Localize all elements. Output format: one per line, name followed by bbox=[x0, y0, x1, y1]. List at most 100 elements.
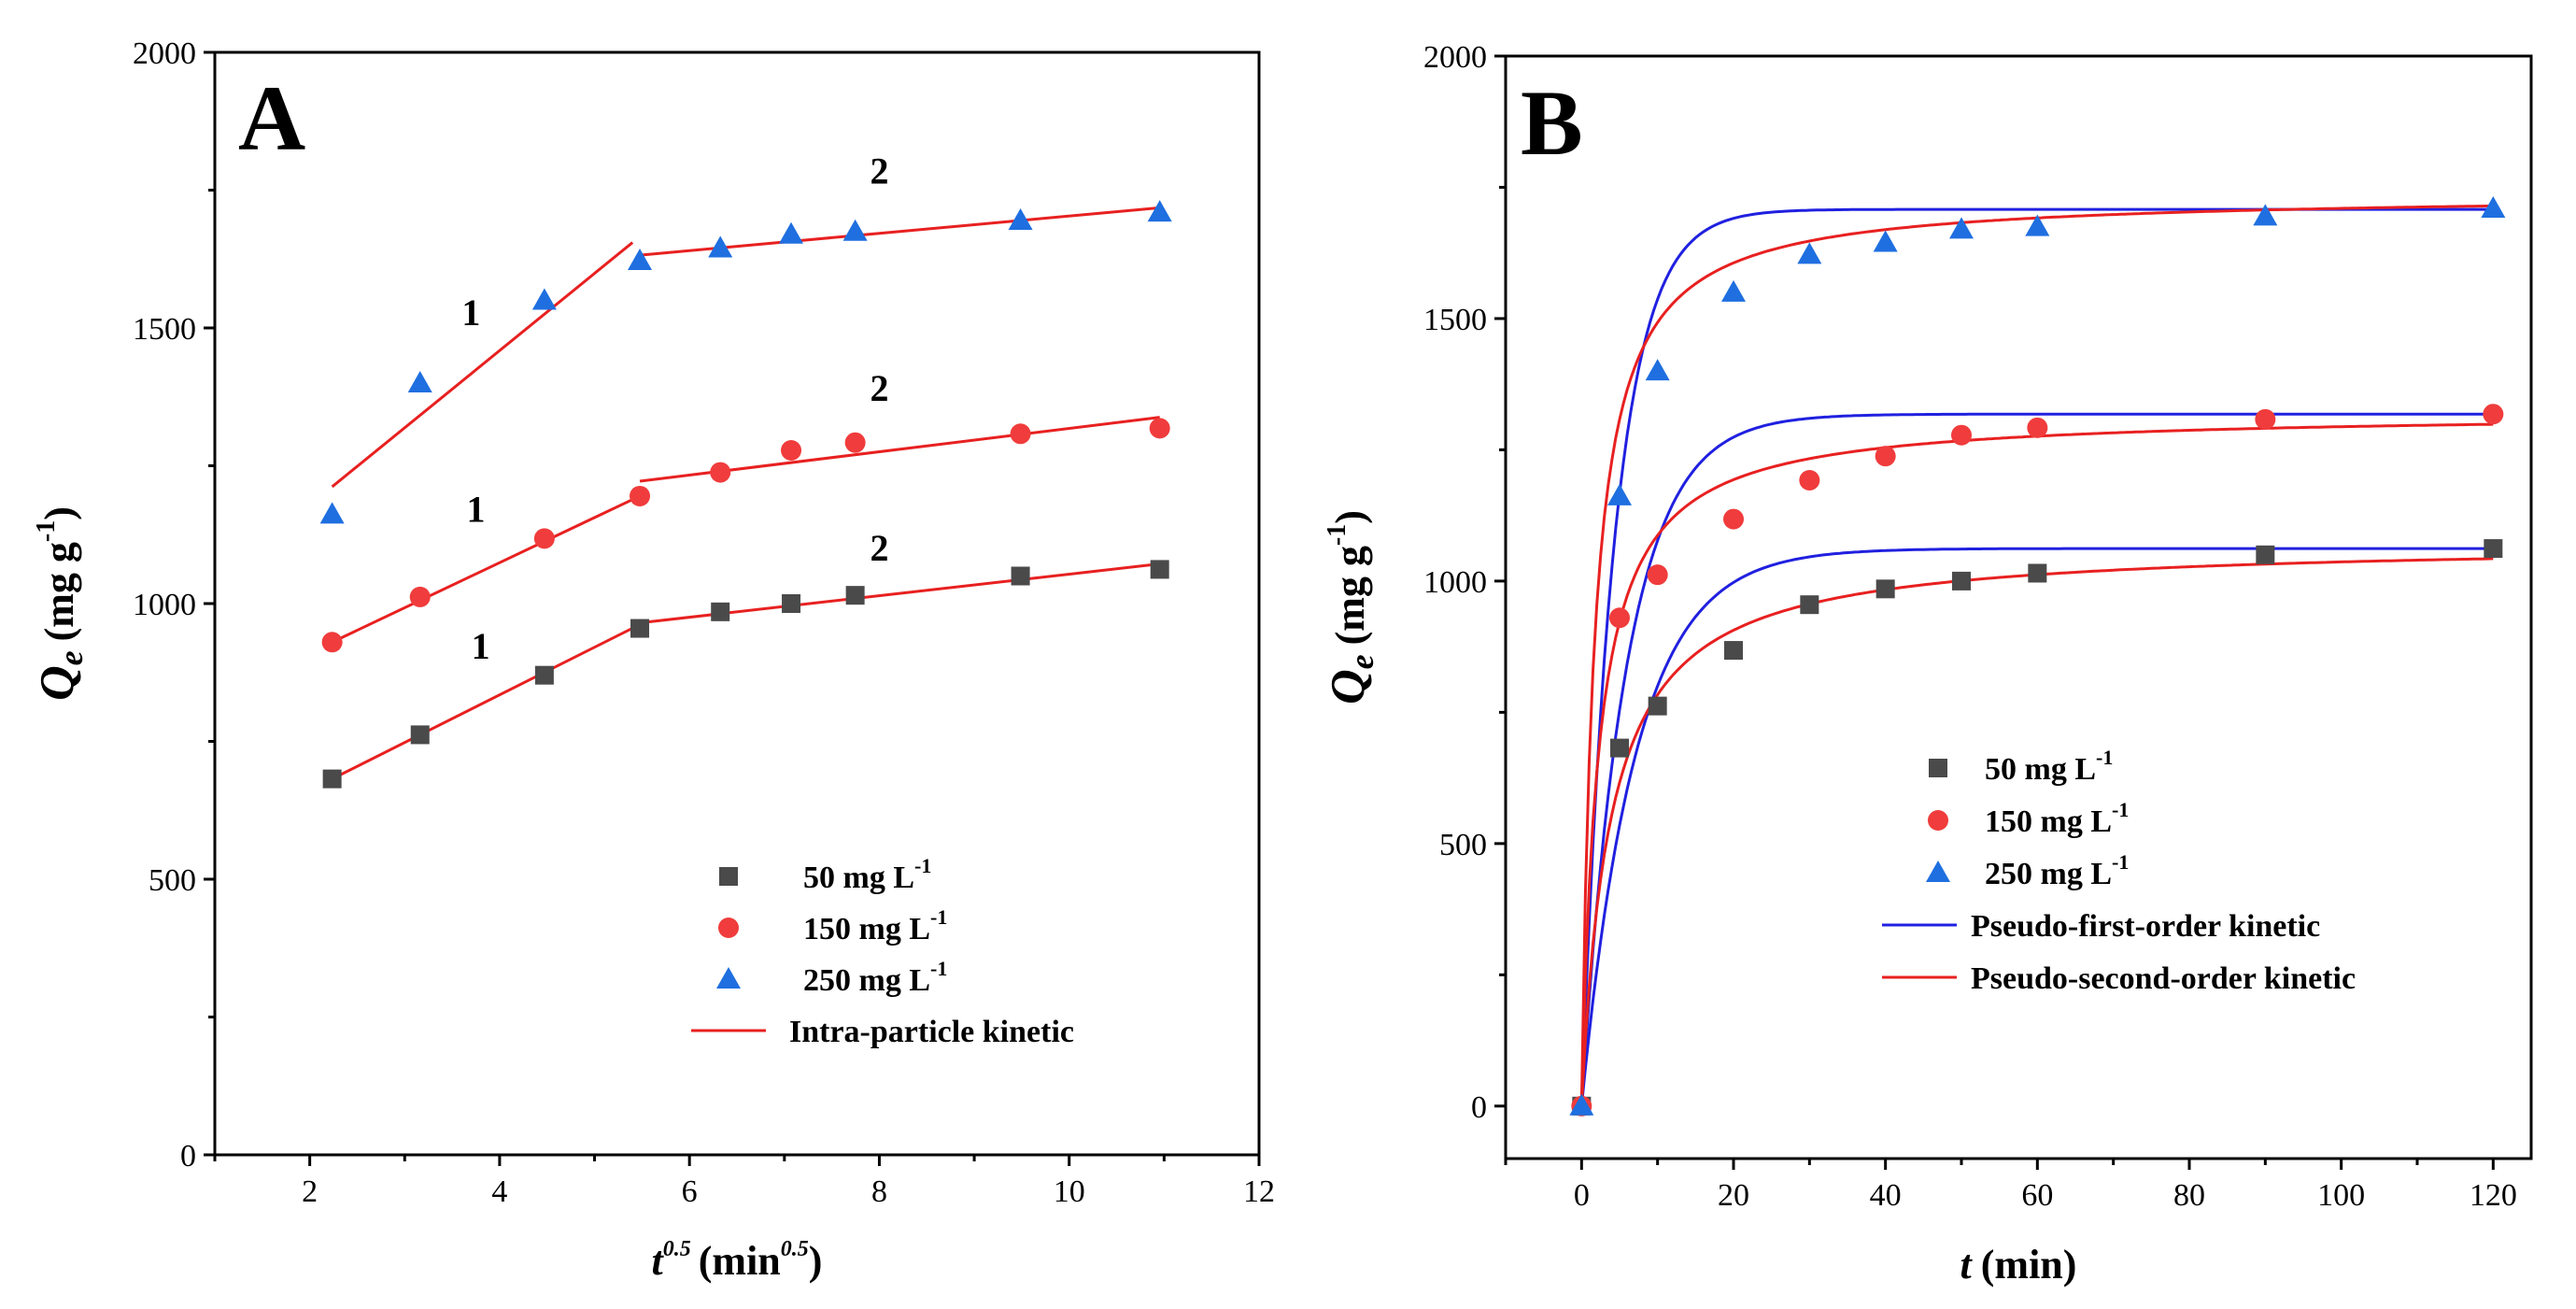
y-label-sub: e bbox=[1343, 654, 1380, 669]
legend-label-text: Pseudo-second-order kinetic bbox=[1971, 961, 2356, 996]
segment-label: 1 bbox=[467, 489, 486, 531]
x-tick-label: 40 bbox=[1870, 1178, 1902, 1213]
x-axis-label: t0.5 (min0.5) bbox=[652, 1237, 823, 1284]
legend-label-text: 250 mg L bbox=[1985, 857, 2112, 891]
y-axis-label: Qe (mg g-1) bbox=[31, 506, 90, 701]
legend-marker bbox=[718, 918, 739, 938]
legend-marker bbox=[1928, 810, 1948, 831]
data-point bbox=[708, 235, 733, 258]
y-tick-label: 1500 bbox=[133, 312, 196, 347]
x-tick-label: 120 bbox=[2470, 1178, 2517, 1213]
y-tick-label: 1000 bbox=[133, 588, 196, 622]
data-point bbox=[407, 371, 432, 392]
data-point bbox=[1723, 508, 1744, 530]
data-point bbox=[2255, 408, 2276, 430]
x-tick-label: 20 bbox=[1718, 1178, 1749, 1213]
legend-label-text: 50 mg L bbox=[1985, 752, 2096, 787]
x-tick-label: 60 bbox=[2021, 1178, 2053, 1213]
y-label-unit: (mg g bbox=[36, 542, 82, 641]
legend-label: 50 mg L-1 bbox=[1985, 746, 2113, 787]
data-point bbox=[1147, 200, 1172, 222]
legend-label: 250 mg L-1 bbox=[1985, 850, 2129, 891]
x-tick-label: 8 bbox=[871, 1174, 887, 1209]
data-point bbox=[630, 485, 651, 506]
legend-marker bbox=[1926, 861, 1950, 882]
x-tick-label: 4 bbox=[491, 1174, 507, 1209]
legend-marker bbox=[1929, 759, 1947, 777]
y-tick-label: 2000 bbox=[1423, 40, 1487, 75]
legend-label: 150 mg L-1 bbox=[1985, 798, 2129, 839]
data-point bbox=[2253, 204, 2278, 226]
data-point bbox=[410, 725, 430, 745]
data-point bbox=[1648, 696, 1667, 716]
legend-label-sup: -1 bbox=[2096, 746, 2113, 769]
legend-label: 150 mg L-1 bbox=[803, 905, 947, 946]
x-axis-label: t (min) bbox=[1960, 1242, 2077, 1288]
legend-label-text: Pseudo-first-order kinetic bbox=[1971, 909, 2320, 944]
data-point bbox=[319, 502, 345, 524]
data-point bbox=[1873, 230, 1898, 252]
data-point bbox=[1951, 424, 1972, 446]
intra-particle-fit-line bbox=[331, 494, 641, 644]
panel-letter-a: A bbox=[238, 66, 305, 170]
data-point bbox=[1149, 418, 1170, 439]
legend-label: 50 mg L-1 bbox=[803, 854, 931, 895]
x-label-var: t bbox=[652, 1238, 665, 1284]
segment-label: 2 bbox=[870, 367, 888, 409]
data-point bbox=[321, 632, 343, 653]
legend-label-text: Intra-particle kinetic bbox=[789, 1015, 1074, 1049]
plot-frame bbox=[1504, 54, 2533, 1160]
x-tick-label: 100 bbox=[2317, 1178, 2365, 1213]
x-tick-label: 6 bbox=[682, 1174, 698, 1209]
data-point bbox=[1607, 483, 1632, 505]
data-point bbox=[779, 221, 804, 244]
legend-label-text: 50 mg L bbox=[803, 861, 914, 895]
segment-label: 2 bbox=[870, 527, 888, 569]
legend-label-text: 150 mg L bbox=[803, 912, 930, 946]
data-point bbox=[711, 602, 730, 621]
intra-particle-fit-line bbox=[331, 241, 634, 489]
segment-label: 1 bbox=[461, 292, 480, 334]
data-point bbox=[1610, 738, 1629, 758]
y-label-unit: (mg g bbox=[1327, 546, 1373, 645]
data-point bbox=[710, 462, 731, 483]
data-point bbox=[409, 586, 431, 607]
data-point bbox=[2028, 563, 2047, 583]
x-label-var: t bbox=[1960, 1242, 1974, 1288]
data-point bbox=[1799, 470, 1820, 491]
data-point bbox=[1875, 446, 1896, 467]
legend-label-sup: -1 bbox=[2112, 850, 2129, 874]
legend-label: 250 mg L-1 bbox=[803, 957, 947, 998]
x-tick-label: 2 bbox=[302, 1174, 318, 1209]
data-point bbox=[1800, 595, 1819, 615]
data-point bbox=[1150, 560, 1169, 579]
data-point bbox=[1008, 207, 1033, 230]
y-label-var: Q bbox=[31, 665, 84, 701]
legend-label: Pseudo-second-order kinetic bbox=[1971, 961, 2356, 996]
legend-label: Intra-particle kinetic bbox=[789, 1015, 1074, 1049]
data-point bbox=[842, 219, 868, 241]
y-tick-label: 500 bbox=[149, 863, 196, 898]
x-label-unit: (min) bbox=[1981, 1242, 2077, 1288]
data-point bbox=[322, 769, 342, 789]
data-point bbox=[1010, 423, 1031, 445]
data-point bbox=[845, 586, 865, 605]
legend-label: Pseudo-first-order kinetic bbox=[1971, 909, 2320, 944]
legend-label-sup: -1 bbox=[914, 854, 931, 877]
y-tick-label: 1000 bbox=[1423, 565, 1487, 600]
data-point bbox=[1875, 579, 1895, 599]
data-point bbox=[1949, 217, 1974, 239]
x-tick-label: 10 bbox=[1054, 1174, 1085, 1209]
data-point bbox=[1609, 607, 1630, 629]
segment-label: 1 bbox=[472, 625, 490, 667]
panel-b-chart: 0 20 40 60 80 100 120 0 500 1000 1500 2000 t (min) Qe (… bbox=[1322, 40, 2533, 1288]
data-point bbox=[844, 432, 866, 453]
data-point bbox=[1797, 242, 1822, 264]
pseudo-first-order-curve bbox=[1579, 547, 2494, 1106]
data-point bbox=[2027, 417, 2048, 438]
data-point bbox=[531, 288, 557, 310]
data-point bbox=[782, 594, 801, 613]
data-point bbox=[1952, 571, 1971, 590]
